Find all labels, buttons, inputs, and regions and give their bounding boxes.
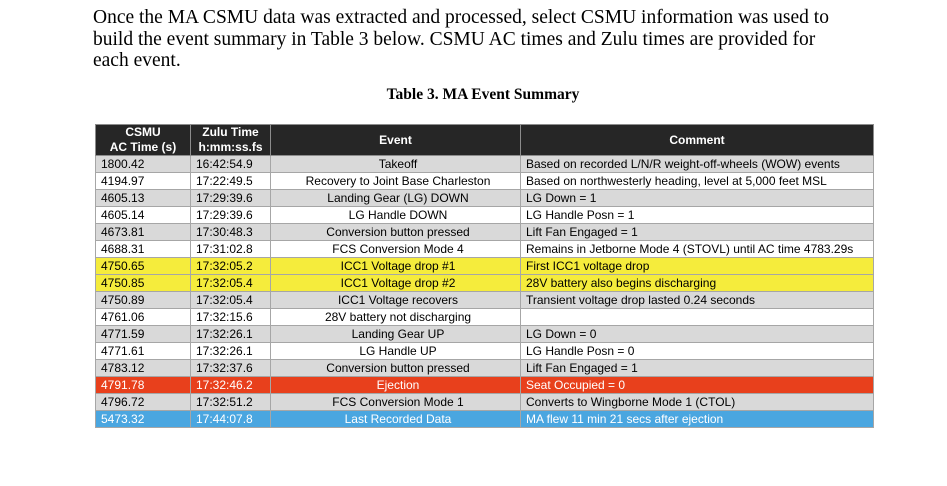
event-cell: LG Handle DOWN [270,206,521,224]
event-cell: Conversion button pressed [270,223,521,241]
event-summary-table: CSMU AC Time (s) Zulu Time h:mm:ss.fs Ev… [95,124,874,428]
ac-time-cell: 4194.97 [95,172,191,190]
header-comment: Comment [520,124,874,156]
ac-time-cell: 4796.72 [95,393,191,411]
comment-cell: Lift Fan Engaged = 1 [520,359,874,377]
header-ac-time-line2: AC Time (s) [109,140,177,154]
table-body: 1800.42 16:42:54.9 Takeoff Based on recorde… [95,155,874,428]
ac-time-cell: 4605.14 [95,206,191,224]
event-cell: ICC1 Voltage drop #1 [270,257,521,275]
table-row: 4771.61 17:32:26.1 LG Handle UP LG Handle P… [95,342,874,360]
event-cell: FCS Conversion Mode 4 [270,240,521,258]
zulu-time-cell: 17:32:37.6 [190,359,271,377]
event-cell: ICC1 Voltage drop #2 [270,274,521,292]
zulu-time-cell: 17:29:39.6 [190,206,271,224]
table-row: 4605.13 17:29:39.6 Landing Gear (LG) DOWN L… [95,189,874,207]
event-cell: Last Recorded Data [270,410,521,428]
ac-time-cell: 4761.06 [95,308,191,326]
table-row: 1800.42 16:42:54.9 Takeoff Based on recorde… [95,155,874,173]
ac-time-cell: 4673.81 [95,223,191,241]
ac-time-cell: 4771.61 [95,342,191,360]
intro-paragraph: Once the MA CSMU data was extracted and … [93,7,873,72]
header-zulu-time: Zulu Time h:mm:ss.fs [190,124,271,156]
comment-cell: LG Down = 0 [520,325,874,343]
zulu-time-cell: 17:22:49.5 [190,172,271,190]
zulu-time-cell: 17:29:39.6 [190,189,271,207]
zulu-time-cell: 17:32:26.1 [190,342,271,360]
ac-time-cell: 4750.85 [95,274,191,292]
table-row: 4194.97 17:22:49.5 Recovery to Joint Base … [95,172,874,190]
ac-time-cell: 1800.42 [95,155,191,173]
event-cell: Landing Gear (LG) DOWN [270,189,521,207]
event-cell: LG Handle UP [270,342,521,360]
event-cell: 28V battery not discharging [270,308,521,326]
comment-cell: LG Handle Posn = 0 [520,342,874,360]
intro-line: build the event summary in Table 3 below… [93,28,816,50]
table-header-row: CSMU AC Time (s) Zulu Time h:mm:ss.fs Ev… [95,124,874,156]
ac-time-cell: 4783.12 [95,359,191,377]
comment-cell: Based on recorded L/N/R weight-off-wheel… [520,155,874,173]
event-cell: ICC1 Voltage recovers [270,291,521,309]
event-cell: Conversion button pressed [270,359,521,377]
zulu-time-cell: 17:44:07.8 [190,410,271,428]
comment-cell: 28V battery also begins discharging [520,274,874,292]
comment-cell: Remains in Jetborne Mode 4 (STOVL) until… [520,240,874,258]
comment-cell: LG Down = 1 [520,189,874,207]
ac-time-cell: 4750.65 [95,257,191,275]
header-ac-time: CSMU AC Time (s) [95,124,191,156]
ac-time-cell: 4750.89 [95,291,191,309]
comment-cell: Converts to Wingborne Mode 1 (CTOL) [520,393,874,411]
table-row: 4791.78 17:32:46.2 Ejection Seat Occupied =… [95,376,874,394]
table-row: 4761.06 17:32:15.6 28V battery not dischar… [95,308,874,326]
ac-time-cell: 4605.13 [95,189,191,207]
table-row: 4783.12 17:32:37.6 Conversion button press… [95,359,874,377]
comment-cell: Lift Fan Engaged = 1 [520,223,874,241]
header-event: Event [270,124,521,156]
event-cell: Recovery to Joint Base Charleston [270,172,521,190]
zulu-time-cell: 17:32:51.2 [190,393,271,411]
zulu-time-cell: 17:30:48.3 [190,223,271,241]
header-zulu-line2: h:mm:ss.fs [198,140,263,154]
comment-cell: Transient voltage drop lasted 0.24 secon… [520,291,874,309]
ac-time-cell: 4688.31 [95,240,191,258]
comment-cell: Based on northwesterly heading, level at… [520,172,874,190]
header-zulu-line1: Zulu Time [202,125,259,139]
zulu-time-cell: 17:32:05.4 [190,291,271,309]
event-cell: FCS Conversion Mode 1 [270,393,521,411]
table-row: 4688.31 17:31:02.8 FCS Conversion Mode 4 Re… [95,240,874,258]
event-cell: Landing Gear UP [270,325,521,343]
ac-time-cell: 5473.32 [95,410,191,428]
zulu-time-cell: 17:32:46.2 [190,376,271,394]
table-row: 4673.81 17:30:48.3 Conversion button press… [95,223,874,241]
header-ac-time-line1: CSMU [125,125,161,139]
event-cell: Takeoff [270,155,521,173]
zulu-time-cell: 17:32:05.4 [190,274,271,292]
intro-line: Once the MA CSMU data was extracted and … [93,7,829,28]
table-row: 4605.14 17:29:39.6 LG Handle DOWN LG Handle… [95,206,874,224]
comment-cell: Seat Occupied = 0 [520,376,874,394]
zulu-time-cell: 17:32:15.6 [190,308,271,326]
table-row: 4771.59 17:32:26.1 Landing Gear UP LG Down … [95,325,874,343]
table-row: 5473.32 17:44:07.8 Last Recorded Data MA fl… [95,410,874,428]
table-row: 4796.72 17:32:51.2 FCS Conversion Mode 1 Co… [95,393,874,411]
table-row: 4750.65 17:32:05.2 ICC1 Voltage drop #1 Fir… [95,257,874,275]
intro-line: each event. [93,50,181,71]
ac-time-cell: 4791.78 [95,376,191,394]
zulu-time-cell: 17:32:05.2 [190,257,271,275]
table-row: 4750.89 17:32:05.4 ICC1 Voltage recovers Tr… [95,291,874,309]
comment-cell: First ICC1 voltage drop [520,257,874,275]
comment-cell: LG Handle Posn = 1 [520,206,874,224]
table-row: 4750.85 17:32:05.4 ICC1 Voltage drop #2 28V… [95,274,874,292]
zulu-time-cell: 17:31:02.8 [190,240,271,258]
ac-time-cell: 4771.59 [95,325,191,343]
table-caption: Table 3. MA Event Summary [386,86,580,103]
zulu-time-cell: 16:42:54.9 [190,155,271,173]
comment-cell: MA flew 11 min 21 secs after ejection [520,410,874,428]
event-cell: Ejection [270,376,521,394]
zulu-time-cell: 17:32:26.1 [190,325,271,343]
comment-cell [520,308,874,326]
